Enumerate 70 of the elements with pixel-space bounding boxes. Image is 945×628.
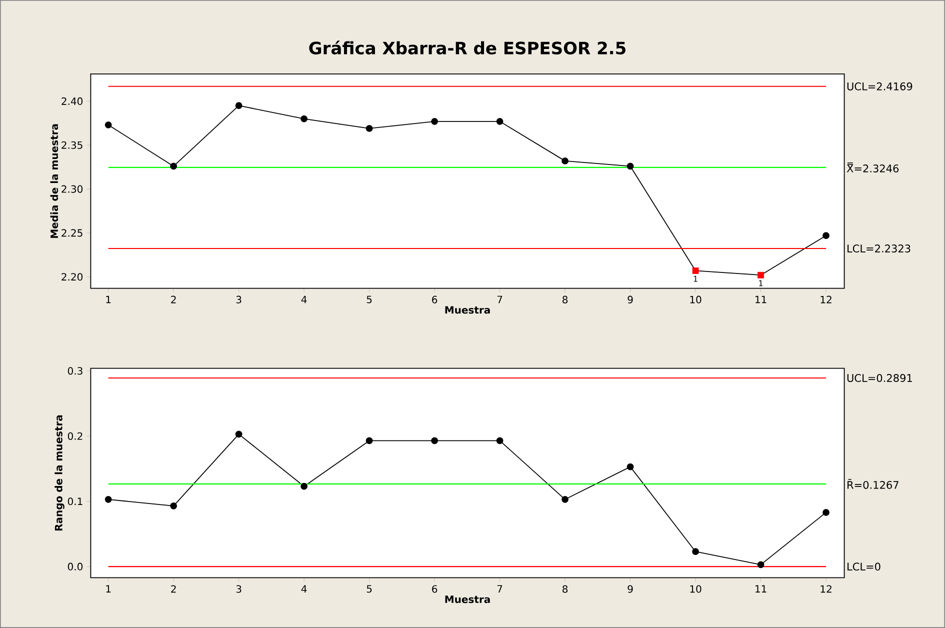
point [431,437,438,444]
point [300,482,308,490]
y-tick-label: 2.25 [62,229,82,237]
x-tick-label: 3 [236,585,242,593]
x-tick-label: 1 [106,585,111,593]
x-tick-label: 2 [171,296,176,304]
x-tick-label: 1 [106,296,111,304]
x-tick-label: 12 [820,585,832,593]
x-tick-label: 4 [301,585,307,593]
x-tick-label: 5 [366,585,372,593]
x-tick-label: 7 [497,296,502,304]
x-tick-label: 12 [820,296,832,304]
y-tick-label: 0.0 [68,562,83,570]
x-tick-label: 2 [171,585,176,593]
ref-line-label: UCL=2.4169 [847,82,912,90]
x-tick-label: 3 [236,296,242,304]
x-tick-label: 8 [562,296,568,304]
point [170,502,178,510]
x-tick-label: 11 [756,296,766,304]
point [366,124,373,132]
ref-line-label: LCL=0 [848,562,880,571]
y-tick-label: 0.2 [68,432,82,440]
point [496,118,504,125]
y-tick-label: 2.20 [62,273,83,281]
point [692,268,699,274]
point [562,496,568,503]
x-tick-label: 10 [690,296,702,304]
chart-title: Gráfica Xbarra-R de ESPESOR 2.5 [309,40,626,54]
y-axis-title: Rango de la muestra [54,415,64,531]
x-tick-label: 10 [690,585,702,593]
point [692,548,699,556]
point [300,115,308,122]
point [822,509,830,516]
point [822,232,830,240]
x-tick-label: 5 [366,296,372,304]
point [496,437,504,444]
x-axis-title: Muestra [445,306,490,314]
x-tick-label: 9 [628,296,633,304]
annotation: 1 [759,280,763,286]
ref-line-label: R̄=0.1267 [848,479,898,489]
point [235,102,242,110]
y-tick-label: 0.3 [68,367,82,375]
x-tick-label: 9 [628,585,633,593]
ref-line-label: LCL=2.2323 [848,244,910,252]
point [235,430,242,438]
point [626,463,634,470]
point [626,162,634,170]
x-tick-label: 11 [756,585,766,593]
x-tick-label: 7 [497,585,502,593]
point [758,272,764,278]
point [757,561,764,568]
y-tick-label: 2.30 [62,185,83,193]
x-tick-label: 6 [432,296,438,304]
y-tick-label: 2.40 [62,97,83,105]
point [431,118,438,125]
point [170,162,178,170]
x-axis-title: Muestra [445,596,490,604]
x-tick-label: 6 [432,585,438,593]
y-tick-label: 2.35 [62,141,82,149]
y-tick-label: 0.1 [68,498,82,506]
ref-line-label: UCL=0.2891 [847,374,912,382]
annotation: 1 [694,276,698,282]
point [562,157,568,164]
point [366,437,373,444]
point [104,496,112,503]
x-tick-label: 4 [301,296,307,304]
ref-line-label: X̿=2.3246 [846,162,899,172]
x-tick-label: 8 [562,585,568,593]
point [104,121,112,128]
y-axis-title: Media de la muestra [50,124,58,238]
